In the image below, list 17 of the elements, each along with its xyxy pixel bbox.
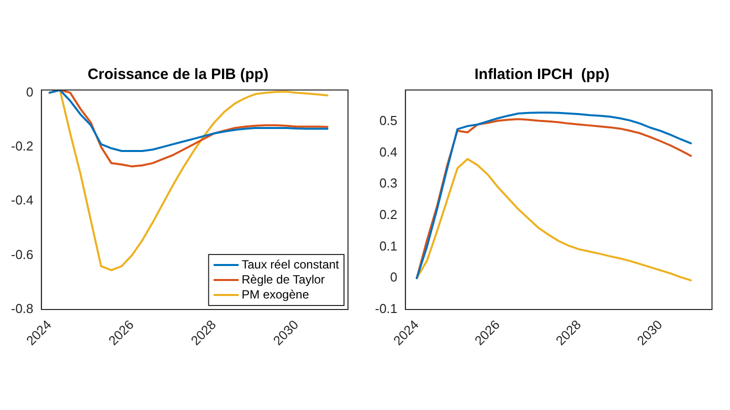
y-tick-label: 0 (390, 270, 398, 285)
y-tick-label: 0 (26, 84, 34, 100)
y-tick-label: 0.5 (379, 112, 398, 128)
chart-title: Croissance de la PIB (pp) (88, 66, 268, 84)
y-tick-label: -0.1 (374, 301, 398, 316)
y-tick-label: -0.4 (10, 192, 34, 208)
y-tick-label: -0.2 (10, 138, 34, 154)
chart-title: Inflation IPCH (pp) (474, 66, 610, 84)
legend-label: PM exogène (242, 287, 310, 302)
y-tick-label: -0.6 (10, 246, 34, 262)
y-tick-label: -0.8 (10, 301, 34, 316)
legend-label: Règle de Taylor (242, 272, 325, 286)
y-tick-label: 0.4 (379, 144, 398, 160)
y-tick-label: 0.1 (379, 238, 398, 254)
y-tick-label: 0.3 (379, 176, 398, 191)
legend-label: Taux réel constant (242, 257, 340, 272)
y-tick-label: 0.2 (379, 207, 398, 222)
